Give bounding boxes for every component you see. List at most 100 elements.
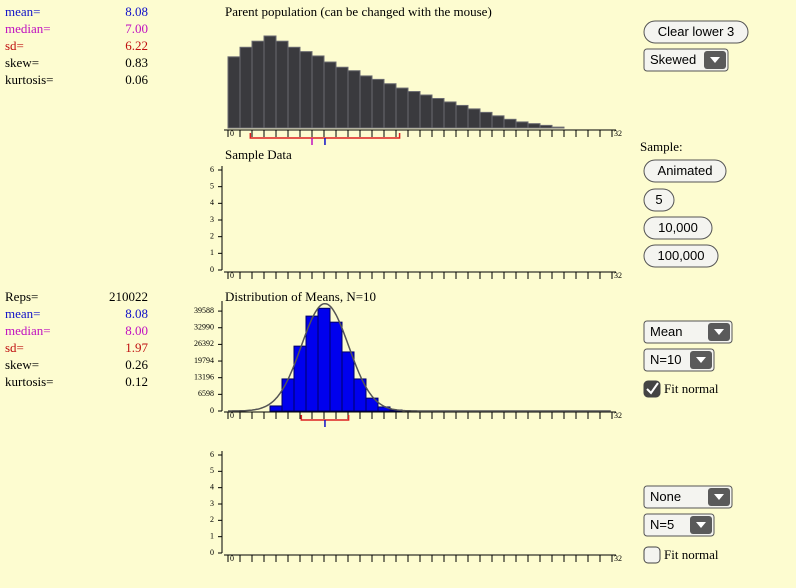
y-tick-label: 3 xyxy=(210,215,214,224)
parent-bar xyxy=(287,46,301,129)
x-tick-label: 0 xyxy=(230,554,234,563)
parent-bar xyxy=(347,70,361,129)
parent-bar xyxy=(407,91,421,129)
means-bar xyxy=(293,345,307,412)
dropdown-arrow[interactable] xyxy=(714,329,724,335)
button[interactable] xyxy=(643,159,727,183)
y-tick-label: 4 xyxy=(210,198,214,207)
parent-bar xyxy=(431,97,445,129)
button[interactable] xyxy=(643,244,719,268)
parent-bar xyxy=(275,40,289,129)
y-tick-label: 13196 xyxy=(194,373,214,382)
stat-value: 1.97 xyxy=(125,340,148,355)
dropdown-label[interactable]: N=5 xyxy=(650,517,674,532)
parent-bar xyxy=(335,66,349,129)
stat-label: sd= xyxy=(5,38,24,53)
stat-value: 0.26 xyxy=(125,357,148,372)
y-tick-label: 2 xyxy=(210,515,214,524)
button-label[interactable]: Animated xyxy=(658,163,713,178)
x-tick-label: 32 xyxy=(614,411,622,420)
parent-bar xyxy=(539,124,553,129)
panel-title: Sample Data xyxy=(225,147,292,162)
parent-bar xyxy=(251,40,265,129)
button-label[interactable]: 5 xyxy=(655,192,662,207)
parent-bar xyxy=(323,61,337,129)
x-tick-label: 32 xyxy=(614,554,622,563)
stat-label: skew= xyxy=(5,55,39,70)
y-tick-label: 6 xyxy=(210,165,214,174)
y-tick-label: 1 xyxy=(210,248,214,257)
checkbox-label[interactable]: Fit normal xyxy=(664,547,719,562)
y-tick-label: 2 xyxy=(210,231,214,240)
stat-label: Reps= xyxy=(5,289,38,304)
stat-value: 8.08 xyxy=(125,4,148,19)
means-bar xyxy=(329,321,343,412)
means-bar xyxy=(365,397,379,412)
checkbox-label[interactable]: Fit normal xyxy=(664,381,719,396)
parent-bar xyxy=(443,101,457,129)
dropdown-arrow[interactable] xyxy=(710,57,720,63)
button-label[interactable]: 10,000 xyxy=(658,220,698,235)
stat-label: mean= xyxy=(5,306,40,321)
y-tick-label: 0 xyxy=(210,548,214,557)
stat-value: 0.12 xyxy=(125,374,148,389)
dropdown-label[interactable]: None xyxy=(650,489,681,504)
parent-bar xyxy=(503,118,517,129)
parent-bar xyxy=(299,51,313,129)
y-tick-label: 32990 xyxy=(194,323,214,332)
stat-label: median= xyxy=(5,323,51,338)
stat-value: 210022 xyxy=(109,289,148,304)
means-bar xyxy=(353,378,367,412)
parent-bar xyxy=(383,83,397,129)
stat-label: kurtosis= xyxy=(5,72,54,87)
checkbox[interactable] xyxy=(643,546,661,564)
y-tick-label: 0 xyxy=(210,406,214,415)
y-tick-label: 6 xyxy=(210,450,214,459)
parent-bar xyxy=(395,87,409,129)
panel-title: Distribution of Means, N=10 xyxy=(225,289,376,304)
y-tick-label: 5 xyxy=(210,181,214,190)
stat-value: 7.00 xyxy=(125,21,148,36)
dropdown-label[interactable]: Skewed xyxy=(650,52,696,67)
stat-label: skew= xyxy=(5,357,39,372)
dropdown-label[interactable]: N=10 xyxy=(650,352,681,367)
stat-value: 0.06 xyxy=(125,72,148,87)
dropdown-arrow[interactable] xyxy=(696,522,706,528)
button[interactable] xyxy=(643,216,713,240)
x-tick-label: 0 xyxy=(230,129,234,138)
parent-bar xyxy=(227,56,241,129)
stat-label: sd= xyxy=(5,340,24,355)
y-tick-label: 5 xyxy=(210,466,214,475)
stat-value: 8.08 xyxy=(125,306,148,321)
parent-bar xyxy=(479,111,493,129)
y-tick-label: 3 xyxy=(210,499,214,508)
panel-title: Parent population (can be changed with t… xyxy=(225,4,492,19)
y-tick-label: 26392 xyxy=(194,339,214,348)
button[interactable] xyxy=(643,188,675,212)
parent-bar xyxy=(467,108,481,129)
means-bar xyxy=(341,351,355,412)
dropdown-label[interactable]: Mean xyxy=(650,324,683,339)
parent-bar xyxy=(239,46,253,129)
stat-label: median= xyxy=(5,21,51,36)
x-tick-label: 0 xyxy=(230,411,234,420)
checkmark[interactable] xyxy=(646,382,659,395)
section-label: Sample: xyxy=(640,139,683,154)
dropdown-arrow[interactable] xyxy=(696,357,706,363)
means-bar xyxy=(281,378,295,412)
parent-bar xyxy=(455,104,469,129)
parent-bar xyxy=(491,115,505,129)
y-tick-label: 4 xyxy=(210,482,214,491)
button-label[interactable]: Clear lower 3 xyxy=(658,24,735,39)
x-tick-label: 32 xyxy=(614,129,622,138)
button[interactable] xyxy=(643,20,749,44)
button-label[interactable]: 100,000 xyxy=(658,248,705,263)
y-tick-label: 1 xyxy=(210,531,214,540)
parent-bar xyxy=(263,35,277,129)
parent-bar xyxy=(311,55,325,129)
dropdown-arrow[interactable] xyxy=(714,494,724,500)
stat-label: kurtosis= xyxy=(5,374,54,389)
parent-bar xyxy=(515,121,529,129)
means-bar xyxy=(317,307,331,412)
